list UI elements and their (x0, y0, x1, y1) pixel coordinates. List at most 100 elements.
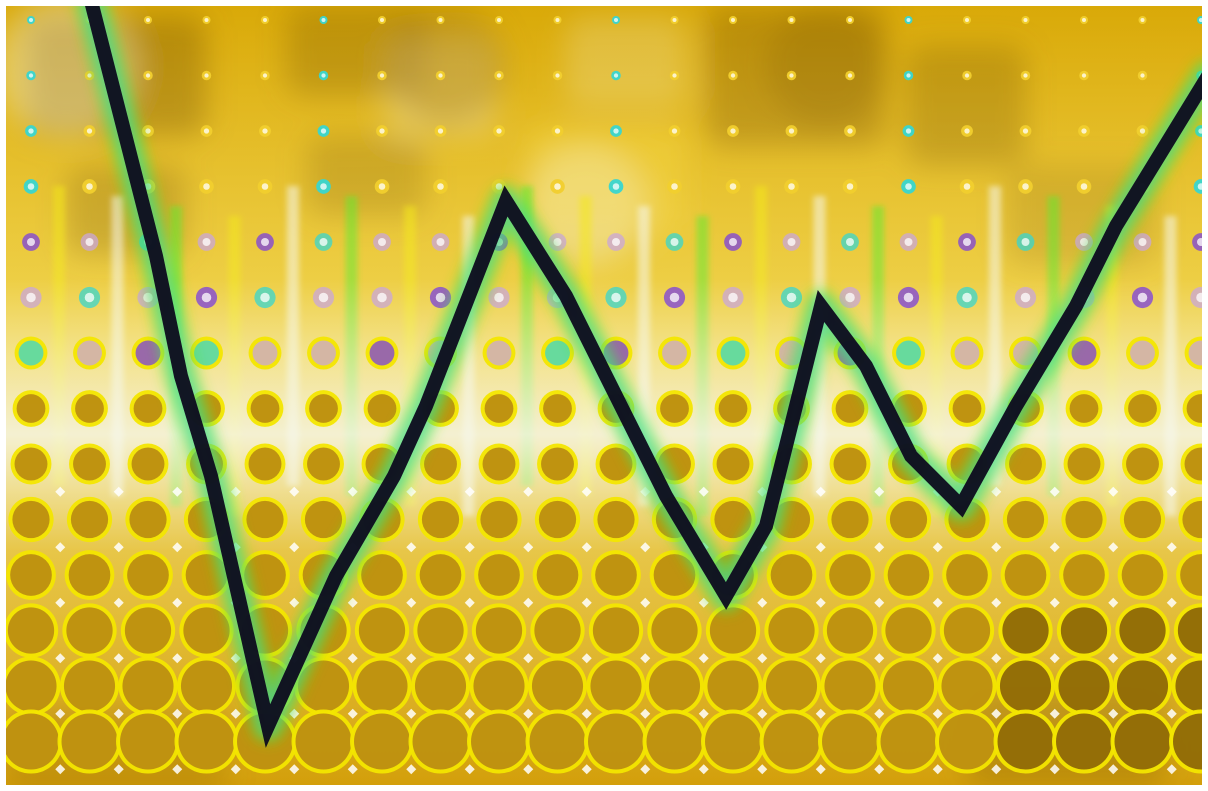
halftone-dot (26, 70, 36, 81)
halftone-dot (782, 233, 801, 251)
halftone-dot (593, 496, 639, 543)
halftone-dot (584, 709, 648, 774)
halftone-dot (434, 125, 447, 137)
halftone-dot (722, 286, 744, 309)
sparkle (406, 486, 417, 497)
halftone-dot (961, 125, 973, 137)
halftone-dot (1171, 656, 1202, 716)
halftone-dot (80, 233, 99, 251)
halftone-dot (1079, 70, 1089, 81)
halftone-dot (1137, 70, 1148, 81)
halftone-dot (820, 656, 880, 716)
halftone-dot (312, 286, 335, 309)
sparkle (1108, 708, 1119, 719)
sparkle (1108, 597, 1119, 608)
sparkle (932, 597, 943, 608)
sparkle (815, 486, 826, 497)
sparkle (757, 597, 768, 608)
halftone-dot (131, 336, 165, 370)
sparkle (1049, 764, 1060, 775)
sparkle (1166, 764, 1177, 775)
halftone-dot-grid (6, 16, 1202, 775)
sparkle (113, 764, 124, 775)
halftone-dot (784, 179, 799, 194)
halftone-dot (663, 286, 686, 309)
sparkle (698, 708, 709, 719)
halftone-dot (725, 179, 741, 194)
sparkle (347, 708, 358, 719)
halftone-dot (1052, 709, 1116, 774)
halftone-dot (605, 286, 627, 309)
halftone-dot (1182, 390, 1202, 427)
sparkle (523, 486, 534, 497)
halftone-dot (878, 656, 939, 716)
halftone-dot (644, 656, 705, 716)
halftone-dot (256, 233, 274, 251)
halftone-dot (22, 233, 40, 251)
sparkle (113, 597, 124, 608)
sparkle (172, 542, 183, 553)
halftone-dot (647, 603, 702, 658)
sparkle (1108, 653, 1119, 664)
halftone-dot (190, 336, 223, 370)
halftone-dot (841, 233, 859, 251)
sparkle (581, 764, 592, 775)
halftone-dot (488, 286, 510, 309)
sparkle (815, 653, 826, 664)
sparkle (991, 542, 1002, 553)
zigzag-line (85, 6, 1202, 748)
halftone-dot (480, 390, 518, 427)
sparkle (1108, 764, 1119, 775)
sparkle (113, 653, 124, 664)
halftone-dot (378, 16, 386, 24)
halftone-dot (818, 709, 882, 774)
halftone-dot (530, 603, 585, 658)
halftone-dot (1016, 233, 1035, 251)
halftone-dot (539, 390, 576, 427)
halftone-dot (25, 125, 37, 137)
halftone-dot (1117, 550, 1168, 600)
halftone-dot (476, 496, 522, 543)
halftone-dot (365, 336, 399, 370)
halftone-dot (494, 70, 504, 81)
sparkle (289, 764, 300, 775)
halftone-dot (714, 390, 752, 427)
halftone-dot (537, 443, 578, 485)
halftone-dot (948, 390, 986, 427)
halftone-dot (179, 603, 234, 658)
halftone-dot (669, 70, 680, 81)
sparkle (172, 486, 183, 497)
halftone-dot (144, 16, 152, 24)
halftone-dot (78, 286, 101, 309)
sparkle (464, 597, 475, 608)
halftone-dot (995, 656, 1056, 716)
halftone-dot (958, 233, 976, 251)
halftone-dot (668, 125, 681, 137)
halftone-dot (1133, 233, 1152, 251)
halftone-dot (1002, 496, 1049, 543)
sparkle (172, 597, 183, 608)
sparkle (55, 597, 66, 608)
sparkle (55, 542, 66, 553)
halftone-dot (939, 603, 995, 658)
halftone-dot (1063, 443, 1105, 485)
halftone-dot (1173, 603, 1202, 658)
halftone-dot (1020, 70, 1031, 81)
sparkle (464, 653, 475, 664)
halftone-dot (410, 656, 471, 716)
halftone-dot (1021, 16, 1030, 24)
halftone-dot (831, 390, 869, 427)
halftone-dot (1110, 709, 1175, 774)
halftone-dot (527, 656, 588, 716)
halftone-dot (993, 709, 1058, 774)
halftone-dot (1197, 16, 1202, 24)
sparkle (991, 486, 1002, 497)
sparkle (1049, 653, 1060, 664)
halftone-dot (123, 550, 173, 600)
halftone-dot (352, 656, 412, 716)
halftone-dot (1126, 336, 1159, 370)
halftone-dot (892, 336, 925, 370)
halftone-dot (71, 390, 108, 427)
halftone-dot (534, 496, 581, 543)
halftone-dot (314, 233, 333, 251)
